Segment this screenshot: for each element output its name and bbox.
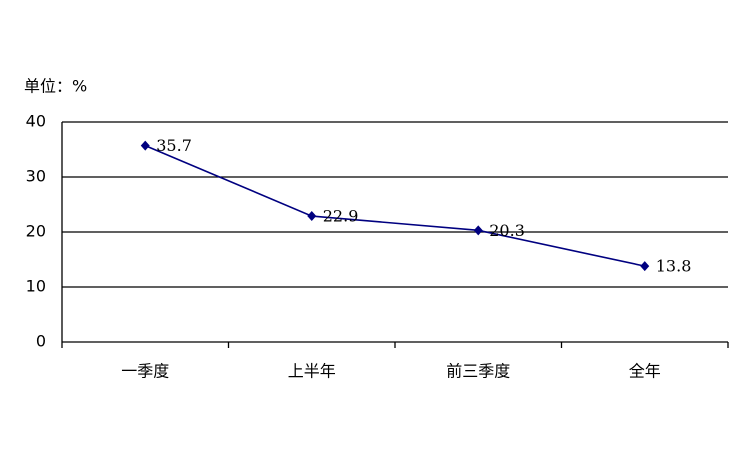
value-label: 20.3 <box>489 221 525 240</box>
y-tick-label: 30 <box>26 167 46 186</box>
y-tick-label: 40 <box>26 112 46 131</box>
y-tick-label: 10 <box>26 277 46 296</box>
value-label: 22.9 <box>323 207 359 226</box>
y-tick-label: 0 <box>36 332 46 351</box>
y-tick-label: 20 <box>26 222 46 241</box>
x-tick-label: 上半年 <box>288 362 336 381</box>
point-marker <box>640 261 650 272</box>
x-tick-label: 一季度 <box>121 362 169 381</box>
unit-label: 单位：% <box>24 77 87 96</box>
point-marker <box>307 211 317 222</box>
point-marker <box>473 225 483 236</box>
x-tick-label: 全年 <box>629 362 661 381</box>
point-marker <box>140 140 150 151</box>
series-line <box>144 144 645 267</box>
value-label: 13.8 <box>656 257 692 276</box>
x-tick-label: 前三季度 <box>446 362 510 381</box>
value-label: 35.7 <box>156 136 192 155</box>
